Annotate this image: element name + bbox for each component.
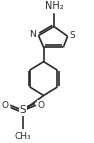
Text: NH₂: NH₂ [45, 1, 63, 11]
Text: S: S [20, 106, 26, 116]
Text: O: O [2, 101, 8, 110]
Text: S: S [70, 31, 75, 40]
Text: CH₃: CH₃ [15, 132, 31, 141]
Text: O: O [38, 101, 45, 110]
Text: N: N [30, 30, 36, 39]
